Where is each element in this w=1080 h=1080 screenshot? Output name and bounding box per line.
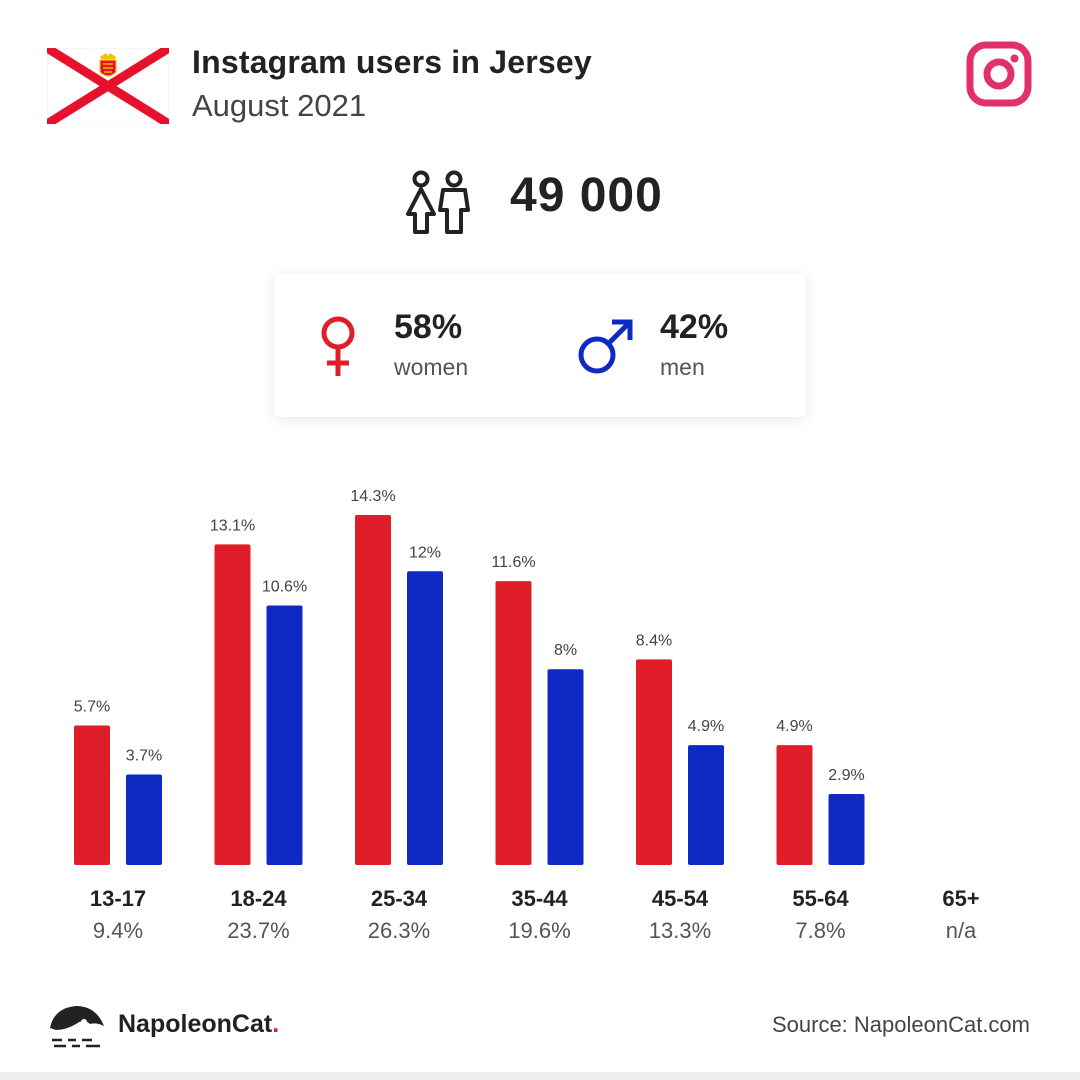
data-label-men-18-24: 10.6% xyxy=(262,579,307,596)
data-label-women-13-17: 5.7% xyxy=(74,698,110,715)
data-label-men-45-54: 4.9% xyxy=(688,718,724,735)
jersey-flag-icon xyxy=(47,48,169,124)
women-percentage: 58% xyxy=(394,308,463,346)
page-subtitle: August 2021 xyxy=(192,88,367,123)
men-label: men xyxy=(660,354,705,380)
category-label-45-54: 45-54 xyxy=(652,886,709,911)
bar-men-55-64 xyxy=(828,794,865,865)
data-label-men-55-64: 2.9% xyxy=(828,767,864,784)
brand-dot: . xyxy=(272,1010,280,1038)
category-label-65+: 65+ xyxy=(942,886,979,911)
male-symbol-icon xyxy=(578,319,633,374)
bar-women-45-54 xyxy=(636,659,672,865)
people-icon xyxy=(406,170,470,234)
category-label-13-17: 13-17 xyxy=(90,886,146,911)
instagram-icon xyxy=(966,41,1032,107)
data-label-women-55-64: 4.9% xyxy=(776,718,812,735)
category-label-18-24: 18-24 xyxy=(230,886,287,911)
bottom-divider xyxy=(0,1072,1080,1080)
category-label-25-34: 25-34 xyxy=(371,886,428,911)
age-gender-bar-chart: 5.7% 3.7% 13-17 9.4% 13.1% 10.6% 18-24 23.7% 14.… xyxy=(74,488,980,943)
bar-men-45-54 xyxy=(688,745,724,865)
category-total-45-54: 13.3% xyxy=(649,918,711,943)
bar-men-18-24 xyxy=(266,605,303,865)
category-total-35-44: 19.6% xyxy=(508,918,570,943)
female-symbol-icon xyxy=(321,316,355,376)
napoleoncat-logo-icon xyxy=(50,1006,104,1048)
data-label-men-35-44: 8% xyxy=(554,642,577,659)
page-title: Instagram users in Jersey xyxy=(192,44,592,80)
total-users: 49 000 xyxy=(510,169,663,222)
data-label-women-45-54: 8.4% xyxy=(636,632,672,649)
bar-men-35-44 xyxy=(547,669,584,865)
data-label-men-25-34: 12% xyxy=(409,544,441,561)
data-label-women-35-44: 11.6% xyxy=(491,554,535,571)
source-credit: Source: NapoleonCat.com xyxy=(771,1012,1030,1037)
category-total-65+: n/a xyxy=(946,918,977,943)
category-total-55-64: 7.8% xyxy=(795,918,845,943)
bar-men-13-17 xyxy=(126,774,162,865)
women-label: women xyxy=(394,354,469,380)
category-total-13-17: 9.4% xyxy=(93,918,143,943)
bar-women-35-44 xyxy=(495,581,532,865)
category-total-25-34: 26.3% xyxy=(368,918,430,943)
category-total-18-24: 23.7% xyxy=(227,918,289,943)
data-label-women-18-24: 13.1% xyxy=(210,517,255,534)
bar-women-55-64 xyxy=(776,745,813,865)
bar-women-18-24 xyxy=(214,544,251,865)
category-label-55-64: 55-64 xyxy=(792,886,849,911)
bar-women-13-17 xyxy=(74,725,110,865)
men-percentage: 42% xyxy=(660,308,729,346)
bar-women-25-34 xyxy=(355,515,391,865)
gender-split-card: 58% women 42% men xyxy=(274,274,806,417)
bar-men-25-34 xyxy=(407,571,443,865)
data-label-women-25-34: 14.3% xyxy=(350,488,395,505)
brand-name-text: NapoleonCat xyxy=(118,1010,273,1038)
data-label-men-13-17: 3.7% xyxy=(126,747,162,764)
category-label-35-44: 35-44 xyxy=(511,886,568,911)
brand-name[interactable]: NapoleonCat. xyxy=(118,1010,279,1039)
